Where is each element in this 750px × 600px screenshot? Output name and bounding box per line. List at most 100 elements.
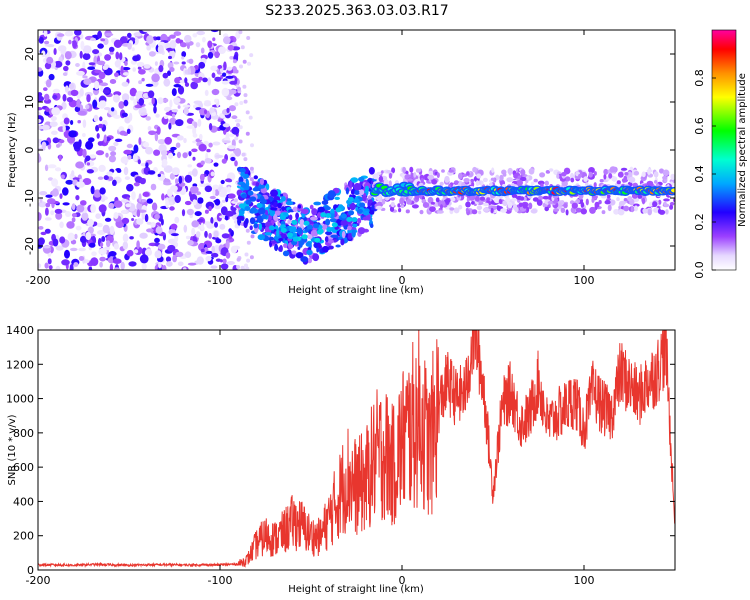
- spectrogram-noise-cell: [121, 209, 127, 214]
- spectrogram-halo-cell: [530, 209, 538, 214]
- spectrogram-noise-cell: [225, 240, 230, 249]
- spectrogram-noise-cell: [98, 204, 107, 213]
- spectrogram-scatter-cell: [296, 227, 303, 235]
- spectrogram-noise-cell: [173, 97, 181, 104]
- spectrogram-scatter-cell: [298, 240, 305, 246]
- spectrogram-noise-cell: [136, 61, 145, 67]
- spectrogram-noise-cell: [243, 99, 248, 104]
- spectrogram-scatter-cell: [245, 199, 252, 205]
- spectrogram-scatter-cell: [258, 223, 262, 231]
- spectrogram-scatter-cell: [321, 200, 329, 206]
- spectrogram-noise-cell: [145, 83, 154, 87]
- spectrogram-noise-cell: [154, 237, 160, 243]
- spectrogram-scatter-cell: [331, 222, 338, 228]
- spectrogram-ytick-label: 10: [23, 95, 36, 109]
- colorbar: 0.0 0.2 0.4 0.6 0.8 Normalized spectral ampl…: [693, 29, 748, 279]
- spectrogram-scatter-cell: [322, 245, 329, 253]
- spectrogram-noise-cell: [59, 139, 65, 144]
- spectrogram-halo-cell: [601, 210, 606, 215]
- spectrogram-scatter-cell: [313, 201, 322, 206]
- spectrogram-halo-cell: [608, 199, 616, 206]
- spectrogram-scatter-cell: [252, 187, 260, 192]
- spectrogram-scatter-cell: [260, 199, 267, 204]
- spectrogram-noise-cell: [108, 155, 116, 163]
- spectrogram-noise-cell: [133, 144, 139, 154]
- spectrogram-noise-cell: [243, 93, 248, 98]
- spectrogram-noise-cell: [52, 88, 61, 94]
- spectrogram-scatter-cell: [240, 182, 247, 188]
- spectrogram-scatter-cell: [317, 243, 322, 249]
- spectrogram-halo-cell: [593, 171, 597, 176]
- spectrogram-noise-cell: [43, 87, 48, 91]
- spectrogram-noise-cell: [73, 141, 82, 150]
- spectrogram-noise-cell: [222, 72, 227, 77]
- spectrogram-noise-cell: [124, 176, 130, 181]
- spectrogram-noise-cell: [109, 263, 114, 270]
- snr-xtick-label: 0: [399, 574, 406, 587]
- spectrogram-scatter-cell: [264, 232, 273, 236]
- spectrogram-noise-cell: [167, 62, 174, 69]
- spectrogram-halo-cell: [662, 169, 670, 177]
- spectrogram-ytick-label: 20: [23, 47, 36, 61]
- spectrogram-noise-cell: [173, 61, 180, 65]
- spectrogram-noise-cell: [104, 54, 112, 61]
- spectrogram-noise-cell: [126, 249, 134, 257]
- spectrogram-noise-cell: [155, 226, 163, 234]
- spectrogram-noise-cell: [56, 143, 60, 148]
- spectrogram-noise-cell: [90, 233, 96, 237]
- spectrogram-noise-cell: [129, 87, 137, 97]
- spectrogram-noise-cell: [116, 168, 122, 173]
- colorbar-tick-label: 0.4: [693, 165, 706, 183]
- spectrogram-noise-cell: [222, 123, 230, 128]
- spectrogram-noise-cell: [144, 248, 153, 256]
- spectrogram-noise-cell: [75, 161, 85, 169]
- spectrogram-noise-cell: [170, 185, 178, 192]
- spectrogram-noise-cell: [234, 102, 239, 107]
- spectrogram-noise-cell: [138, 97, 145, 106]
- spectrogram-noise-cell: [82, 45, 92, 54]
- spectrogram-scatter-cell: [335, 244, 341, 248]
- spectrogram-halo-cell: [632, 197, 640, 203]
- spectrogram-scatter-cell: [363, 210, 370, 216]
- spectrogram-noise-cell: [230, 245, 238, 254]
- spectrogram-noise-cell: [205, 250, 214, 254]
- spectrogram-xlabel: Height of straight line (km): [288, 285, 424, 296]
- spectrogram-noise-cell: [211, 72, 216, 79]
- spectrogram-noise-cell: [88, 242, 96, 248]
- spectrogram-scatter-cell: [291, 220, 298, 225]
- spectrogram-noise-cell: [219, 202, 223, 208]
- spectrogram-noise-cell: [240, 45, 245, 50]
- spectrogram-scatter-cell: [260, 187, 267, 194]
- spectrogram-halo-cell: [617, 171, 624, 178]
- spectrogram-scatter-cell: [281, 196, 286, 202]
- spectrogram-noise-cell: [171, 88, 177, 97]
- spectrogram-xtick-label: -100: [208, 274, 233, 287]
- spectrogram-noise-cell: [134, 104, 143, 109]
- spectrogram-noise-cell: [77, 120, 81, 124]
- spectrogram-halo-cell: [413, 172, 417, 178]
- spectrogram-noise-cell: [121, 81, 129, 87]
- spectrogram-halo-cell: [561, 172, 567, 177]
- spectrogram-noise-cell: [221, 80, 229, 85]
- spectrogram-noise-cell: [187, 164, 192, 168]
- spectrogram-noise-cell: [195, 42, 201, 48]
- spectrogram-scatter-cell: [359, 189, 365, 196]
- spectrogram-noise-cell: [85, 231, 92, 241]
- spectrogram-noise-cell: [197, 218, 204, 223]
- spectrogram-halo-cell: [583, 176, 588, 182]
- spectrogram-noise-cell: [119, 52, 123, 61]
- spectrogram-noise-cell: [43, 30, 48, 37]
- spectrogram-noise-cell: [79, 50, 83, 59]
- spectrogram-noise-cell: [85, 104, 90, 110]
- spectrogram-scatter-cell: [244, 206, 251, 211]
- spectrogram-noise-cell: [155, 113, 160, 118]
- spectrogram-ytick-label: -10: [23, 189, 36, 207]
- spectrogram-noise-cell: [132, 153, 138, 162]
- spectrogram-noise-cell: [171, 167, 180, 176]
- spectrogram-scatter-cell: [300, 256, 309, 263]
- spectrogram-noise-cell: [214, 76, 222, 82]
- spectrogram-halo-cell: [507, 167, 513, 175]
- spectrogram-noise-cell: [169, 117, 177, 125]
- spectrogram-noise-cell: [113, 212, 119, 219]
